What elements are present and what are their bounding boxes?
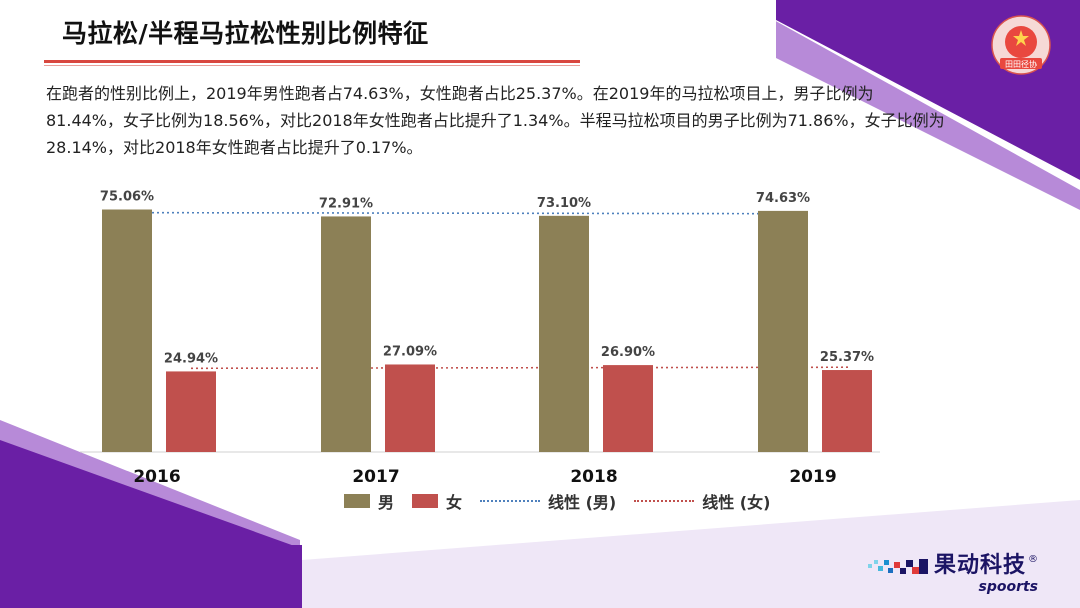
brand-text: 果动科技 ® spoorts: [934, 553, 1039, 596]
bar-female-2016: [166, 371, 216, 452]
bar-male-2017: [321, 216, 371, 452]
trendline-female: [190, 366, 850, 370]
athletics-association-emblem: 田田径协: [991, 15, 1051, 75]
legend-label-male-trend: 线性 (男): [548, 493, 617, 512]
data-label-female-2017: 27.09%: [383, 344, 437, 359]
brand-checker-icon: [868, 559, 928, 574]
bar-female-2019: [822, 370, 872, 452]
bar-male-2016: [102, 209, 152, 452]
legend-line-female-trend: [634, 500, 695, 502]
data-label-female-2019: 25.37%: [820, 350, 874, 365]
data-label-male-2016: 75.06%: [100, 189, 154, 204]
page-title: 马拉松/半程马拉松性别比例特征: [62, 19, 429, 48]
data-label-female-2016: 24.94%: [164, 351, 218, 366]
trendline-male: [126, 211, 786, 215]
bar-female-2018: [603, 365, 653, 452]
lavender-band-bottom: [302, 500, 1080, 608]
emblem-ribbon: [1000, 58, 1042, 69]
purple-band-bottom-left-light: [0, 420, 300, 548]
brand-registered-mark: ®: [1028, 554, 1039, 565]
bar-male-2018: [539, 215, 589, 452]
legend-item-male: 男: [344, 489, 394, 513]
legend-label-female-trend: 线性 (女): [702, 493, 771, 512]
white-header-block: [0, 0, 776, 62]
x-tick-label-2016: 2016: [133, 467, 180, 487]
brand-logo: 果动科技 ® spoorts: [868, 554, 1038, 595]
emblem-star-icon: [1013, 30, 1029, 46]
legend-swatch-female: [412, 494, 439, 508]
data-label-female-2018: 26.90%: [601, 345, 655, 360]
x-tick-label-2017: 2017: [352, 467, 399, 487]
chart-marks: 75.06% 72.91% 73.10% 74.63% 24.94% 27.09% 26.9…: [80, 189, 880, 487]
brand-name: 果动科技: [934, 553, 1027, 578]
chart-legend: 男 女 线性 (男) 线性 (女): [344, 489, 788, 513]
title-underline-thin: [44, 65, 580, 66]
legend-item-male-trend: 线性 (男): [480, 489, 616, 513]
legend-label-male: 男: [378, 493, 395, 512]
data-label-male-2019: 74.63%: [756, 191, 810, 206]
brand-subtitle: spoorts: [978, 579, 1039, 595]
legend-item-female-trend: 线性 (女): [634, 489, 770, 513]
purple-block-bottom: [206, 545, 302, 608]
x-tick-label-2019: 2019: [789, 467, 836, 487]
legend-line-male-trend: [480, 500, 541, 502]
title-underline: [44, 60, 580, 63]
legend-label-female: 女: [446, 493, 463, 512]
data-label-male-2017: 72.91%: [319, 196, 373, 211]
description-paragraph: 在跑者的性别比例上，2019年男性跑者占74.63%，女性跑者占比25.37%。…: [46, 84, 945, 157]
bar-female-2017: [385, 364, 435, 452]
emblem-text: 田田径协: [1005, 59, 1037, 69]
x-tick-label-2018: 2018: [570, 467, 617, 487]
bar-male-2019: [758, 210, 808, 452]
legend-item-female: 女: [412, 489, 462, 513]
legend-swatch-male: [344, 494, 370, 508]
data-label-male-2018: 73.10%: [537, 196, 591, 211]
